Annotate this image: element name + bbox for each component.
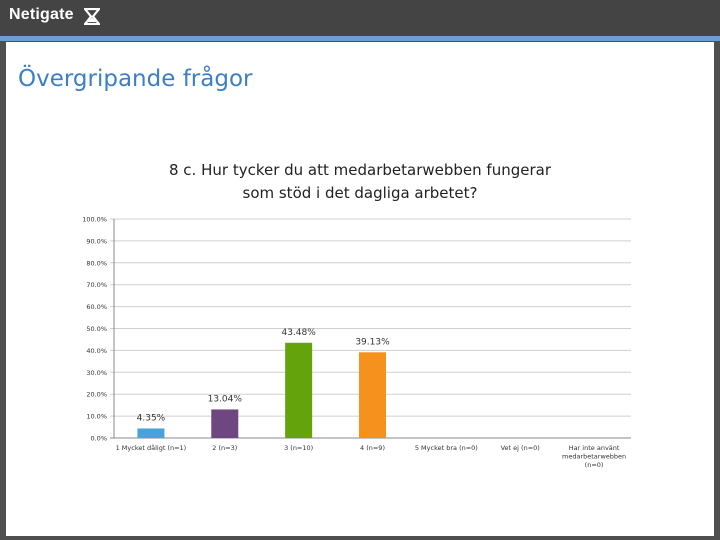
category-label: 2 (n=3) xyxy=(212,444,237,452)
category-label: (n=0) xyxy=(585,461,604,469)
top-bar: Netigate xyxy=(0,0,720,36)
y-tick-label: 100.0% xyxy=(82,216,107,224)
category-label: medarbetarwebben xyxy=(562,453,626,461)
netigate-hourglass-icon xyxy=(84,8,100,25)
y-tick-label: 0.0% xyxy=(90,435,107,443)
category-label: Har inte använt xyxy=(569,444,620,452)
category-label: 1 Mycket dåligt (n=1) xyxy=(116,443,187,452)
brand-logo-text: Netigate xyxy=(9,6,74,23)
category-label: Vet ej (n=0) xyxy=(501,444,540,452)
data-label: 43.48% xyxy=(281,328,316,338)
data-label: 39.13% xyxy=(355,337,390,347)
y-tick-label: 90.0% xyxy=(86,237,107,245)
y-axis-ticks: 0.0% 10.0% 20.0% 30.0% 40.0% 50.0% 60.0% 70.0% 8… xyxy=(82,216,107,443)
x-axis-categories: 1 Mycket dåligt (n=1) 2 (n=3) 3 (n=10) 4 (n… xyxy=(116,443,627,469)
bar xyxy=(359,352,386,438)
bar xyxy=(137,428,165,438)
category-label: 3 (n=10) xyxy=(284,444,313,452)
bar-chart: 8 c. Hur tycker du att medarbetarwebben … xyxy=(82,161,631,469)
data-labels: 4.35% 13.04% 43.48% 39.13% xyxy=(137,328,390,424)
data-label: 4.35% xyxy=(137,413,166,423)
y-tick-label: 30.0% xyxy=(86,369,107,377)
y-tick-label: 10.0% xyxy=(86,413,107,421)
y-tick-label: 40.0% xyxy=(86,347,107,355)
chart-bars xyxy=(137,342,386,438)
header-accent-strip xyxy=(0,36,720,41)
bar xyxy=(211,409,239,438)
category-label: 4 (n=9) xyxy=(360,444,385,452)
y-tick-label: 60.0% xyxy=(86,303,107,311)
slide-title: Övergripande frågor xyxy=(18,66,253,92)
y-tick-label: 20.0% xyxy=(86,391,107,399)
slide-canvas: Övergripande frågor 8 c. Hur tycker du a… xyxy=(6,42,714,536)
y-tick-label: 50.0% xyxy=(86,325,107,333)
category-label: 5 Mycket bra (n=0) xyxy=(415,444,478,452)
chart-title-line: 8 c. Hur tycker du att medarbetarwebben … xyxy=(169,161,552,179)
data-label: 13.04% xyxy=(208,394,243,404)
y-tick-label: 70.0% xyxy=(86,281,107,289)
chart-title-line: som stöd i det dagliga arbetet? xyxy=(243,184,478,202)
y-tick-label: 80.0% xyxy=(86,259,107,267)
bar xyxy=(285,342,313,438)
chart-title: 8 c. Hur tycker du att medarbetarwebben … xyxy=(169,161,552,202)
